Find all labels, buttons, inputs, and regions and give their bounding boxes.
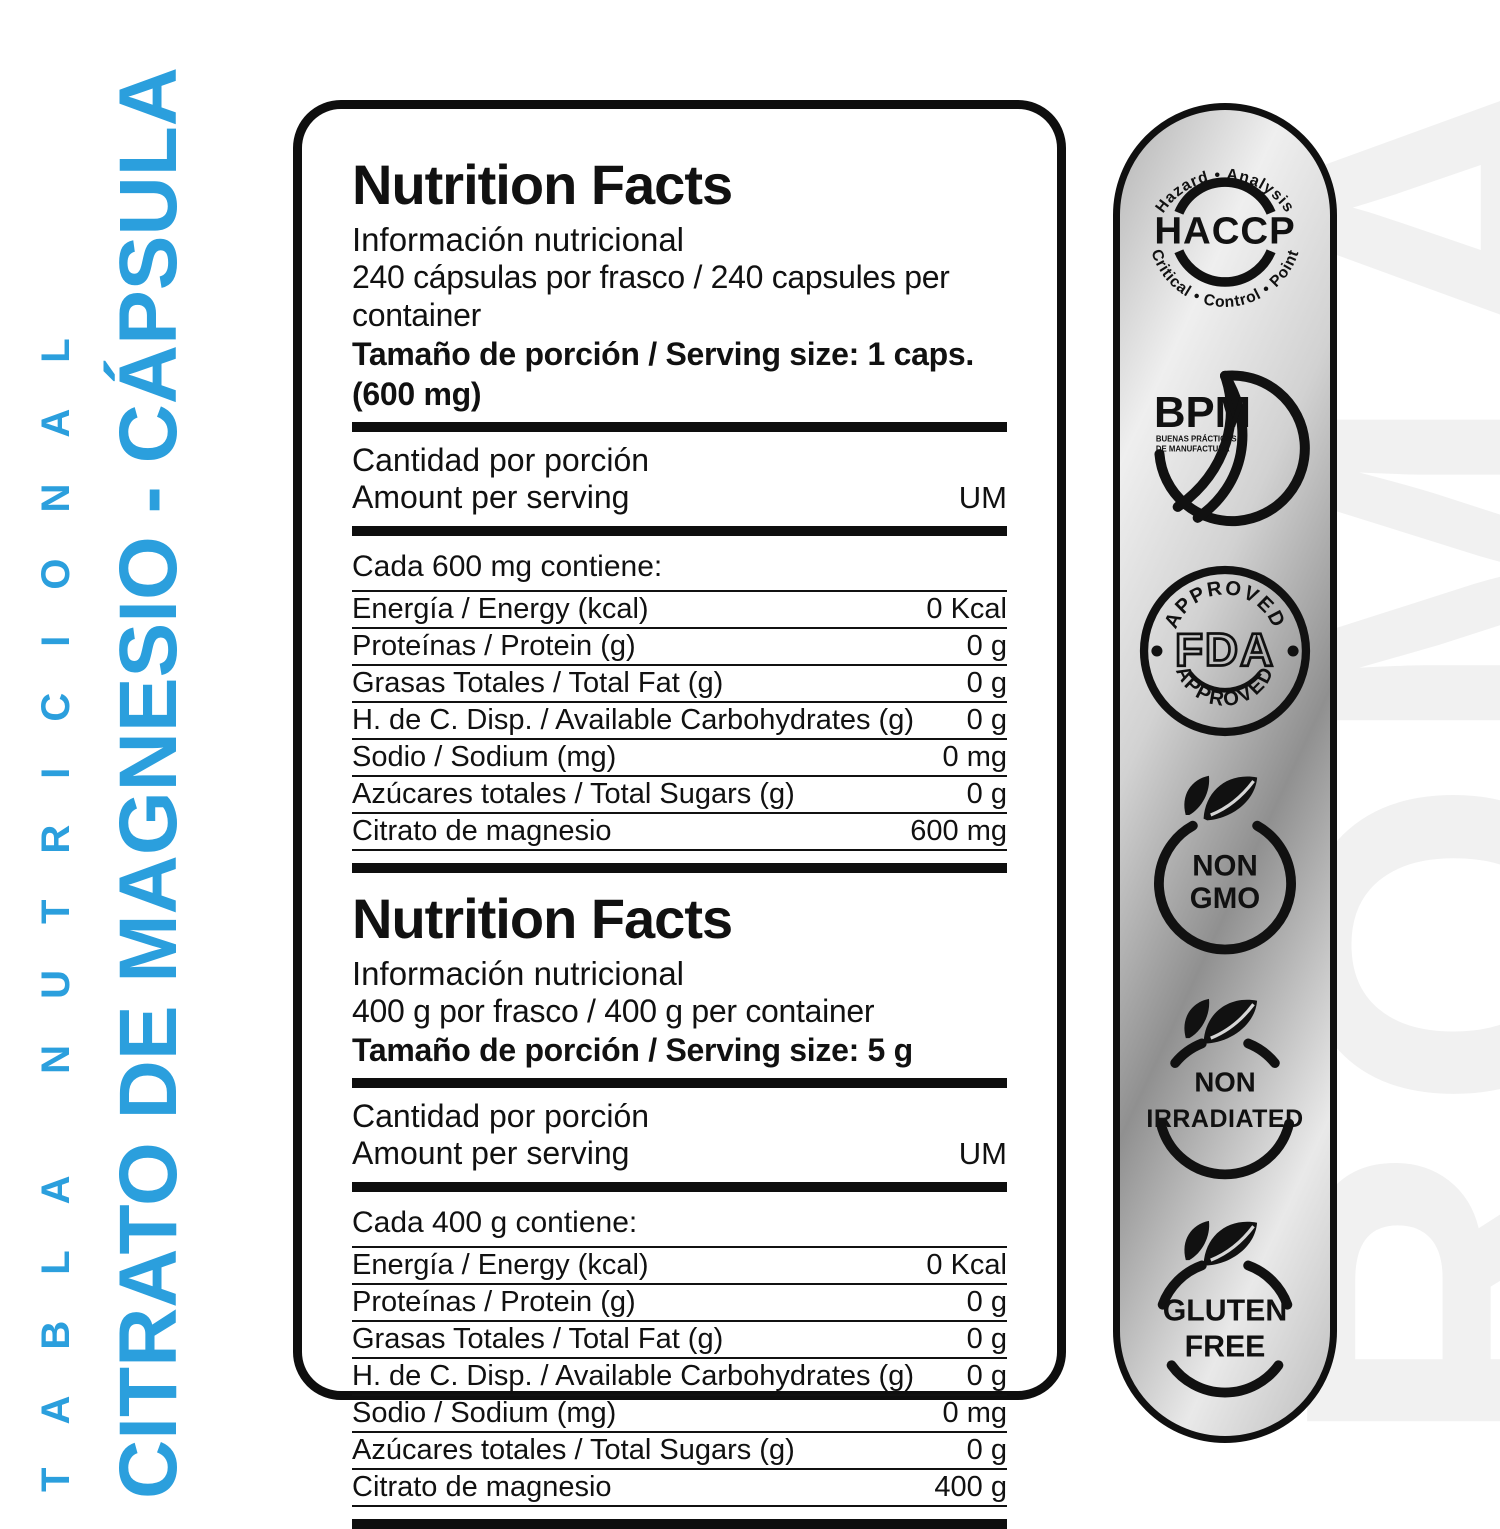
nutrient-value: 0 g [966, 778, 1007, 810]
nutrient-label: Proteínas / Protein (g) [352, 630, 636, 662]
nutrient-label: Azúcares totales / Total Sugars (g) [352, 1434, 795, 1466]
nutrient-row: H. de C. Disp. / Available Carbohydrates… [352, 1359, 1007, 1396]
nutrient-value: 0 g [966, 667, 1007, 699]
nutrient-value: 0 Kcal [926, 593, 1007, 625]
nutrient-label: Energía / Energy (kcal) [352, 593, 649, 625]
fda-approved-badge-icon: APPROVED FDA APPROVED [1139, 565, 1311, 736]
non-irradiated-badge-icon: NON IRRADIATED [1146, 998, 1303, 1179]
nutrient-row: Energía / Energy (kcal) 0 Kcal [352, 1248, 1007, 1285]
nutrient-label: Citrato de magnesio [352, 815, 612, 847]
divider-thick [352, 1078, 1007, 1088]
nutrient-row: Energía / Energy (kcal) 0 Kcal [352, 592, 1007, 629]
nutrient-value: 600 mg [910, 815, 1007, 847]
bpm-sub-text-1: BUENAS PRÁCTICAS [1156, 435, 1237, 444]
certification-badge-strip: Hazard • Analysis HACCP Critical • Contr… [1113, 103, 1337, 1443]
nutrient-value: 0 g [966, 1360, 1007, 1392]
divider-thick [352, 526, 1007, 536]
nutrition-facts-subtitle: Información nutricional [352, 955, 684, 992]
nutrient-label: Energía / Energy (kcal) [352, 1249, 649, 1281]
nutrient-row: H. de C. Disp. / Available Carbohydrates… [352, 703, 1007, 740]
nutrient-label: Azúcares totales / Total Sugars (g) [352, 778, 795, 810]
divider-thick [352, 1519, 1007, 1529]
nutrient-row: Grasas Totales / Total Fat (g) 0 g [352, 1322, 1007, 1359]
gluten-free-line2: FREE [1185, 1330, 1266, 1363]
nutrition-facts-section-capsules: Nutrition Facts Información nutricional … [352, 157, 1007, 873]
serving-size-line: Tamaño de porción / Serving size: 5 g [352, 1032, 913, 1068]
nutrient-label: Citrato de magnesio [352, 1471, 612, 1503]
gluten-free-badge-icon: GLUTEN FREE [1157, 1220, 1293, 1398]
nutrient-label: Proteínas / Protein (g) [352, 1286, 636, 1318]
contains-line: Cada 600 mg contiene: [352, 544, 1007, 592]
bpm-main-text: BPM [1154, 388, 1251, 437]
vertical-title: CITRATO DE MAGNESIO - CÁPSULA [103, 67, 194, 1499]
nutrient-value: 0 Kcal [926, 1249, 1007, 1281]
vertical-subtitle: TABLA NUTRICIONAL [34, 292, 78, 1492]
nutrient-label: Grasas Totales / Total Fat (g) [352, 1323, 724, 1355]
bpm-sub-text-2: DE MANUFACTURA [1156, 445, 1230, 454]
nutrient-row: Citrato de magnesio 600 mg [352, 814, 1007, 851]
nutrition-facts-section-powder: Nutrition Facts Información nutricional … [352, 891, 1007, 1529]
nutrient-label: H. de C. Disp. / Available Carbohydrates… [352, 1360, 915, 1392]
divider-thick [352, 422, 1007, 432]
bpm-badge-icon: BPM BUENAS PRÁCTICAS DE MANUFACTURA [1154, 370, 1310, 527]
unit-column-header: UM [958, 1136, 1007, 1171]
haccp-center-text: HACCP [1154, 210, 1295, 253]
non-gmo-line1: NON [1192, 850, 1257, 883]
amount-label-es: Cantidad por porción [352, 1098, 650, 1134]
nutrition-label-panel: Nutrition Facts Información nutricional … [293, 100, 1066, 1529]
nutrient-row: Azúcares totales / Total Sugars (g) 0 g [352, 777, 1007, 814]
non-irradiated-line1: NON [1194, 1066, 1255, 1097]
nutrient-value: 0 g [966, 630, 1007, 662]
nutrient-value: 0 g [966, 1286, 1007, 1318]
gluten-free-line1: GLUTEN [1163, 1295, 1287, 1328]
nutrient-value: 0 g [966, 1434, 1007, 1466]
nutrient-row: Sodio / Sodium (mg) 0 mg [352, 740, 1007, 777]
nutrition-facts-subtitle: Información nutricional [352, 221, 684, 258]
container-count-line: 400 g por frasco / 400 g per container [352, 993, 875, 1029]
serving-size-line: Tamaño de porción / Serving size: 1 caps… [352, 336, 974, 412]
amount-label-en: Amount per serving [352, 479, 630, 515]
nutrient-value: 0 mg [942, 1397, 1007, 1429]
nutrient-row: Grasas Totales / Total Fat (g) 0 g [352, 666, 1007, 703]
nutrition-facts-title: Nutrition Facts [352, 887, 733, 950]
nutrient-value: 0 g [966, 704, 1007, 736]
nutrient-row: Proteínas / Protein (g) 0 g [352, 1285, 1007, 1322]
nutrient-row: Azúcares totales / Total Sugars (g) 0 g [352, 1433, 1007, 1470]
non-gmo-line2: GMO [1190, 882, 1260, 915]
nutrition-facts-title: Nutrition Facts [352, 153, 733, 216]
contains-line: Cada 400 g contiene: [352, 1200, 1007, 1248]
unit-column-header: UM [958, 480, 1007, 515]
non-irradiated-line2: IRRADIATED [1146, 1105, 1303, 1133]
haccp-badge-icon: Hazard • Analysis HACCP Critical • Contr… [1147, 166, 1301, 311]
nutrient-row: Proteínas / Protein (g) 0 g [352, 629, 1007, 666]
nutrient-label: Grasas Totales / Total Fat (g) [352, 667, 724, 699]
nutrient-row: Citrato de magnesio 400 g [352, 1470, 1007, 1507]
amount-per-serving-block: Cantidad por porción Amount per serving … [352, 440, 1007, 518]
nutrient-label: H. de C. Disp. / Available Carbohydrates… [352, 704, 915, 736]
nutrient-value: 400 g [934, 1471, 1007, 1503]
amount-per-serving-block: Cantidad por porción Amount per serving … [352, 1096, 1007, 1174]
nutrient-value: 0 g [966, 1323, 1007, 1355]
amount-label-es: Cantidad por porción [352, 442, 650, 478]
amount-label-en: Amount per serving [352, 1135, 630, 1171]
nutrient-label: Sodio / Sodium (mg) [352, 1397, 617, 1429]
divider-thick [352, 863, 1007, 873]
divider-thick [352, 1182, 1007, 1192]
nutrient-row: Sodio / Sodium (mg) 0 mg [352, 1396, 1007, 1433]
non-gmo-badge-icon: NON GMO [1154, 775, 1296, 955]
nutrient-value: 0 mg [942, 741, 1007, 773]
nutrient-label: Sodio / Sodium (mg) [352, 741, 617, 773]
fda-center-text: FDA [1175, 624, 1275, 676]
container-count-line: 240 cápsulas por frasco / 240 capsules p… [352, 259, 950, 333]
